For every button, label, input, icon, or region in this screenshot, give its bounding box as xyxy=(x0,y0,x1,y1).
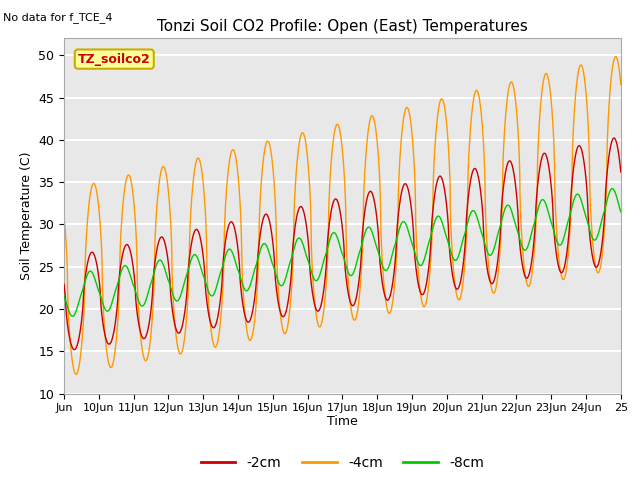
Title: Tonzi Soil CO2 Profile: Open (East) Temperatures: Tonzi Soil CO2 Profile: Open (East) Temp… xyxy=(157,20,528,35)
Y-axis label: Soil Temperature (C): Soil Temperature (C) xyxy=(20,152,33,280)
Legend: -2cm, -4cm, -8cm: -2cm, -4cm, -8cm xyxy=(195,450,490,476)
Text: No data for f_TCE_4: No data for f_TCE_4 xyxy=(3,12,113,23)
X-axis label: Time: Time xyxy=(327,415,358,428)
Text: TZ_soilco2: TZ_soilco2 xyxy=(78,53,150,66)
